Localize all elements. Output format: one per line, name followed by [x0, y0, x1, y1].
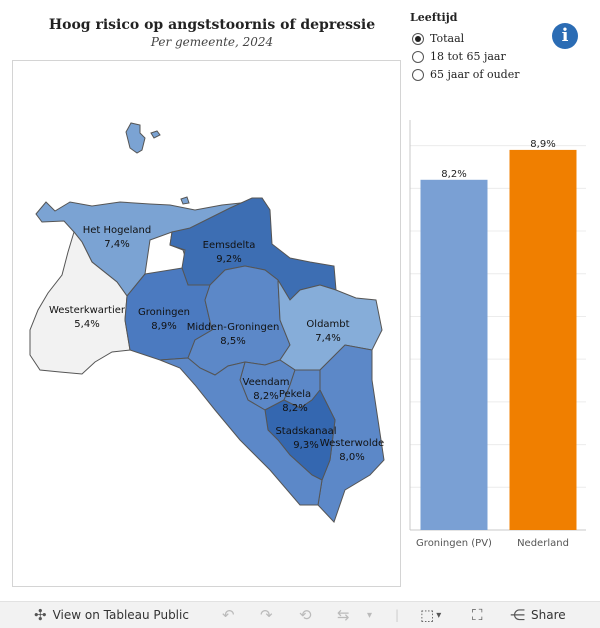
island-shape: [180, 196, 190, 205]
bar-chart: 8,2% 8,9% Groningen (PV) Nederland: [409, 120, 586, 549]
region-value-westerkwartier: 5,4%: [74, 319, 99, 330]
radio-button[interactable]: [412, 50, 424, 63]
share-icon: ⋲: [510, 606, 525, 624]
region-value-groningen: 8,9%: [151, 321, 176, 332]
region-value-stadskanaal: 9,3%: [293, 440, 318, 451]
region-value-veendam: 8,2%: [253, 391, 278, 402]
radio-label: 18 tot 65 jaar: [430, 50, 506, 63]
radio-button[interactable]: [412, 32, 424, 45]
bar-value-label: 8,9%: [530, 139, 555, 150]
toolbar-divider: |: [395, 608, 400, 622]
redo-icon[interactable]: ↷: [260, 606, 273, 624]
view-on-tableau-label: View on Tableau Public: [52, 608, 189, 622]
radio-totaal[interactable]: Totaal: [412, 32, 464, 45]
tableau-icon: ✣: [34, 606, 47, 624]
region-value-westerwolde: 8,0%: [339, 452, 364, 463]
region-label-groningen: Groningen: [138, 307, 190, 318]
revert-icon[interactable]: ⟲: [299, 606, 312, 624]
region-label-het-hogeland: Het Hogeland: [83, 225, 152, 236]
bar-category-label: Nederland: [517, 538, 569, 549]
region-strip: [159, 357, 323, 506]
region-value-het-hogeland: 7,4%: [104, 239, 129, 250]
region-label-westerwolde: Westerwolde: [320, 438, 384, 449]
radio-label: 65 jaar of ouder: [430, 68, 520, 81]
region-label-westerkwartier: Westerkwartier: [49, 305, 126, 316]
region-value-midden-groningen: 8,5%: [220, 336, 245, 347]
region-westerkwartier[interactable]: [29, 230, 131, 375]
bar-groningen-pv[interactable]: [420, 179, 488, 530]
island-shape: [150, 130, 161, 139]
radio-65-plus[interactable]: 65 jaar of ouder: [412, 68, 519, 81]
region-label-oldambt: Oldambt: [306, 319, 349, 330]
share-label: Share: [531, 608, 566, 622]
island-shape: [125, 122, 146, 154]
radio-label: Totaal: [430, 32, 465, 45]
bar-value-label: 8,2%: [441, 169, 466, 180]
region-oldambt[interactable]: [277, 279, 383, 371]
chart-title: Hoog risico op angststoornis of depressi…: [48, 17, 376, 33]
bar-category-label: Groningen (PV): [416, 538, 492, 549]
view-on-tableau-button[interactable]: ✣ View on Tableau Public: [34, 602, 189, 628]
region-value-pekela: 8,2%: [282, 403, 307, 414]
region-label-stadskanaal: Stadskanaal: [275, 426, 336, 437]
region-label-pekela: Pekela: [279, 389, 311, 400]
share-button[interactable]: ⋲ Share: [510, 602, 566, 628]
region-label-midden-groningen: Midden-Groningen: [187, 322, 280, 333]
region-value-eemsdelta: 9,2%: [216, 254, 241, 265]
undo-icon[interactable]: ↶: [222, 606, 235, 624]
bar-nederland[interactable]: [509, 149, 577, 531]
chart-subtitle: Per gemeente, 2024: [150, 35, 274, 49]
chevron-down-icon[interactable]: ▾: [367, 609, 373, 621]
groningen-map: Het Hogeland 7,4% Eemsdelta 9,2% Westerk…: [29, 122, 385, 523]
fullscreen-icon[interactable]: ⛶: [472, 606, 483, 624]
region-value-oldambt: 7,4%: [315, 333, 340, 344]
info-icon[interactable]: i: [552, 23, 578, 49]
region-label-eemsdelta: Eemsdelta: [203, 240, 256, 251]
legend-title: Leeftijd: [410, 11, 458, 24]
map-panel: [12, 60, 401, 587]
radio-button[interactable]: [412, 68, 424, 81]
refresh-icon[interactable]: ⇆: [337, 606, 350, 624]
tableau-toolbar: ✣ View on Tableau Public ↶ ↷ ⟲ ⇆ ▾ | ⬚ ▾ …: [0, 601, 600, 628]
download-icon[interactable]: ⬚ ▾: [420, 606, 442, 624]
region-label-veendam: Veendam: [243, 377, 290, 388]
radio-18-tot-65[interactable]: 18 tot 65 jaar: [412, 50, 506, 63]
